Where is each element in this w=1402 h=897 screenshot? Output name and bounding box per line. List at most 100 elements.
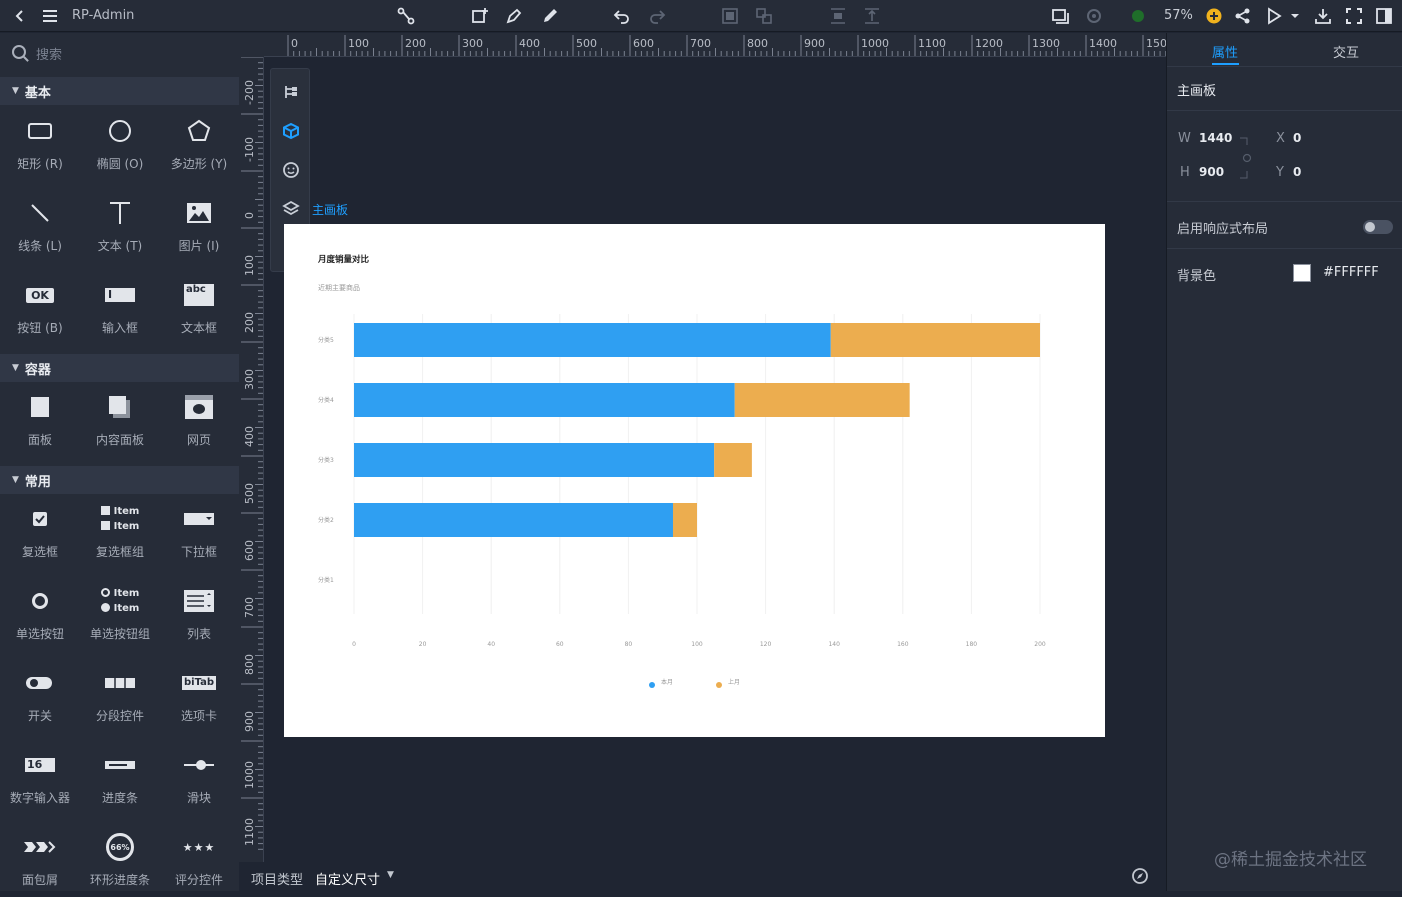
back-icon[interactable] bbox=[8, 4, 32, 28]
ruler-top-label: 1000 bbox=[861, 37, 889, 50]
pencil-icon[interactable] bbox=[538, 4, 562, 28]
lock-ratio-icon[interactable] bbox=[1239, 137, 1253, 183]
widget-button[interactable]: OK 按钮 (B) bbox=[0, 275, 80, 345]
polygon-icon bbox=[186, 111, 212, 151]
widget-number-input[interactable]: 16 数字输入器 bbox=[0, 745, 80, 815]
widget-content-panel[interactable]: 内容面板 bbox=[80, 387, 160, 457]
undo-icon[interactable] bbox=[610, 4, 634, 28]
add-frame-icon[interactable] bbox=[468, 4, 492, 28]
fullscreen-icon[interactable] bbox=[1342, 4, 1366, 28]
compass-icon[interactable] bbox=[1131, 867, 1149, 889]
widget-radio[interactable]: 单选按钮 bbox=[0, 581, 80, 651]
widget-segmented[interactable]: 分段控件 bbox=[80, 663, 160, 733]
settings-icon[interactable] bbox=[1082, 4, 1106, 28]
category-label: 分类2 bbox=[318, 516, 334, 524]
x-input[interactable]: 0 bbox=[1293, 131, 1302, 145]
ruler-left-label: 300 bbox=[243, 369, 256, 390]
x-tick-label: 80 bbox=[625, 641, 633, 648]
outline-tree-icon[interactable] bbox=[279, 80, 303, 104]
board-title: 主画板 bbox=[1177, 84, 1217, 99]
widget-rect[interactable]: 矩形 (R) bbox=[0, 111, 80, 181]
checkbox-group-item-1: Item bbox=[113, 506, 140, 517]
pen-icon[interactable] bbox=[502, 4, 526, 28]
responsive-toggle[interactable] bbox=[1363, 220, 1393, 234]
component-library-panel: ▼ 基本 矩形 (R) 椭圆 (O) 多边形 (Y) 线条 (L) 文本 (T)… bbox=[0, 33, 239, 891]
widget-content-panel-label: 内容面板 bbox=[95, 433, 144, 447]
ungroup-icon[interactable] bbox=[752, 4, 776, 28]
widget-tabs[interactable]: biTab 选项卡 bbox=[159, 663, 239, 733]
widget-input[interactable]: I 输入框 bbox=[80, 275, 160, 345]
preview-screen-icon[interactable] bbox=[1048, 4, 1072, 28]
distribute-horizontal-icon[interactable] bbox=[860, 4, 884, 28]
widget-list[interactable]: 列表 bbox=[159, 581, 239, 651]
widget-slider[interactable]: 滑块 bbox=[159, 745, 239, 815]
widget-text[interactable]: 文本 (T) bbox=[80, 193, 160, 263]
widget-ring-progress[interactable]: 66% 环形进度条 bbox=[80, 827, 160, 897]
project-type-select[interactable]: 自定义尺寸 bbox=[315, 873, 381, 888]
x-label: X bbox=[1276, 131, 1285, 146]
bar-segment bbox=[354, 443, 715, 477]
category-label: 分类3 bbox=[318, 456, 334, 464]
ruler-left-label: 500 bbox=[243, 483, 256, 504]
height-input[interactable]: 900 bbox=[1199, 165, 1225, 179]
distribute-vertical-icon[interactable] bbox=[826, 4, 850, 28]
ruler-top-label: 1200 bbox=[975, 37, 1003, 50]
group-icon[interactable] bbox=[718, 4, 742, 28]
widget-switch[interactable]: 开关 bbox=[0, 663, 80, 733]
widget-checkbox-label: 复选框 bbox=[21, 545, 58, 559]
smiley-icon[interactable] bbox=[279, 158, 303, 182]
widget-line[interactable]: 线条 (L) bbox=[0, 193, 80, 263]
download-icon[interactable] bbox=[1311, 4, 1335, 28]
background-color-value[interactable]: #FFFFFF bbox=[1323, 265, 1379, 280]
widget-panel[interactable]: 面板 bbox=[0, 387, 80, 457]
checkbox-group-icon: Item Item bbox=[100, 499, 140, 539]
widget-textbox[interactable]: abc 文本框 bbox=[159, 275, 239, 345]
widget-text-label: 文本 (T) bbox=[97, 239, 143, 253]
zoom-level[interactable]: 57% bbox=[1164, 8, 1193, 23]
widget-polygon[interactable]: 多边形 (Y) bbox=[159, 111, 239, 181]
play-icon[interactable] bbox=[1262, 4, 1286, 28]
legend-label: 本月 bbox=[661, 678, 673, 686]
component-cube-icon[interactable] bbox=[279, 119, 303, 143]
widget-image[interactable]: 图片 (I) bbox=[159, 193, 239, 263]
ring-progress-icon: 66% bbox=[106, 827, 134, 867]
zoom-in-icon[interactable] bbox=[1202, 4, 1226, 28]
widget-progress[interactable]: 进度条 bbox=[80, 745, 160, 815]
widget-checkbox[interactable]: 复选框 bbox=[0, 499, 80, 569]
section-basic-label: 基本 bbox=[24, 85, 51, 101]
widget-rating[interactable]: ★★★ 评分控件 bbox=[159, 827, 239, 897]
widget-radio-group[interactable]: Item Item 单选按钮组 bbox=[80, 581, 160, 651]
section-basic[interactable]: ▼ 基本 bbox=[0, 77, 239, 105]
artboard-label[interactable]: 主画板 bbox=[312, 203, 349, 217]
rectangle-icon bbox=[27, 111, 53, 151]
x-tick-label: 40 bbox=[487, 641, 495, 648]
y-label: Y bbox=[1276, 165, 1284, 180]
widget-breadcrumb[interactable]: 面包屑 bbox=[0, 827, 80, 897]
x-tick-label: 120 bbox=[760, 641, 772, 648]
share-icon[interactable] bbox=[1231, 4, 1255, 28]
section-container-label: 容器 bbox=[24, 362, 51, 378]
width-input[interactable]: 1440 bbox=[1199, 131, 1233, 145]
play-dropdown-icon[interactable] bbox=[1283, 4, 1307, 28]
widget-dropdown[interactable]: 下拉框 bbox=[159, 499, 239, 569]
menu-icon[interactable] bbox=[38, 4, 62, 28]
input-icon: I bbox=[105, 275, 135, 315]
tab-interactions[interactable]: 交互 bbox=[1333, 46, 1360, 61]
widget-ellipse[interactable]: 椭圆 (O) bbox=[80, 111, 160, 181]
tab-properties[interactable]: 属性 bbox=[1212, 46, 1239, 61]
section-common[interactable]: ▼ 常用 bbox=[0, 466, 239, 494]
layers-icon[interactable] bbox=[279, 197, 303, 221]
widget-checkbox-group[interactable]: Item Item 复选框组 bbox=[80, 499, 160, 569]
widget-radio-group-label: 单选按钮组 bbox=[89, 627, 150, 641]
chevron-down-icon[interactable]: ▼ bbox=[387, 870, 394, 880]
section-container[interactable]: ▼ 容器 bbox=[0, 354, 239, 382]
redo-icon[interactable] bbox=[645, 4, 669, 28]
panel-toggle-icon[interactable] bbox=[1372, 4, 1396, 28]
connect-icon[interactable] bbox=[394, 4, 418, 28]
search-input[interactable] bbox=[36, 45, 226, 65]
widget-webpage[interactable]: 网页 bbox=[159, 387, 239, 457]
artboard[interactable]: 月度销量对比 近期主要商品 0 20 40 60 80 100 120 140 160 180 20… bbox=[284, 224, 1105, 737]
ruler-top-label: 800 bbox=[747, 37, 768, 50]
y-input[interactable]: 0 bbox=[1293, 165, 1302, 179]
background-color-swatch[interactable] bbox=[1293, 264, 1311, 282]
